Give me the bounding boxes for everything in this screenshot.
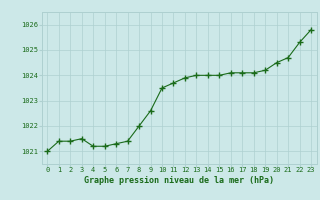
X-axis label: Graphe pression niveau de la mer (hPa): Graphe pression niveau de la mer (hPa) — [84, 176, 274, 185]
